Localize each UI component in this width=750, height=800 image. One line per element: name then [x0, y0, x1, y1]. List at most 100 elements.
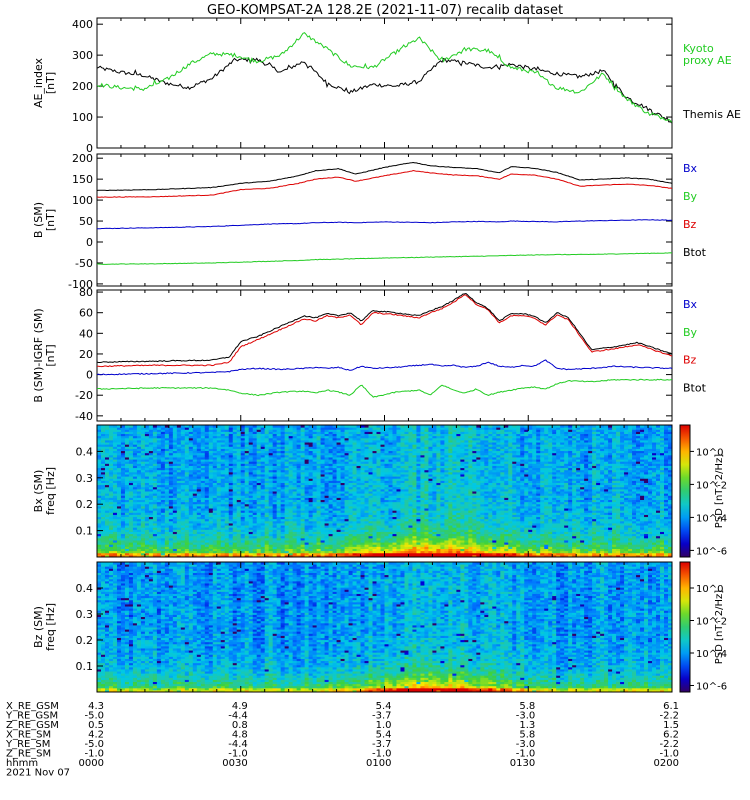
- spectrogram-cell: [148, 431, 154, 435]
- spectrogram-cell: [136, 463, 142, 466]
- spectrogram-cell: [172, 484, 178, 488]
- spectrogram-cell: [124, 433, 130, 437]
- spectrogram-cell: [100, 454, 106, 458]
- spectrogram-cell: [168, 439, 174, 443]
- spectrogram-cell: [116, 459, 122, 462]
- spectrogram-cell: [128, 552, 134, 556]
- spectrogram-cell: [164, 501, 170, 505]
- spectrogram-cell: [172, 435, 178, 439]
- spectrogram-cell: [192, 495, 198, 498]
- spectrogram-cell: [176, 510, 182, 513]
- spectrogram-cell: [188, 473, 194, 477]
- legend-entry: Bz: [683, 218, 697, 231]
- spectrogram-cell: [156, 525, 162, 528]
- spectrogram-cell: [168, 533, 174, 537]
- spectrogram-cell: [97, 539, 102, 543]
- spectrogram-cell: [132, 505, 138, 509]
- spectrogram-cell: [148, 439, 154, 443]
- spectrogram-cell: [116, 520, 122, 524]
- spectrogram-cell: [156, 433, 162, 437]
- spectrogram-cell: [144, 425, 150, 428]
- spectrogram-cell: [132, 450, 138, 454]
- spectrogram-cell: [164, 531, 170, 535]
- spectrogram-cell: [140, 512, 146, 515]
- spectrogram-cell: [136, 476, 142, 479]
- spectrogram-cell: [164, 542, 170, 545]
- spectrogram-cell: [188, 488, 194, 492]
- spectrogram-cell: [152, 537, 158, 541]
- spectrogram-cell: [188, 478, 194, 481]
- spectrogram-cell: [152, 508, 158, 511]
- spectrogram-cell: [136, 548, 142, 552]
- spectrogram-cell: [108, 454, 114, 458]
- spectrogram-cell: [144, 510, 150, 513]
- spectrogram-cell: [97, 503, 102, 507]
- spectrogram-cell: [188, 444, 194, 447]
- spectrogram-cell: [144, 491, 150, 494]
- spectrogram-cell: [144, 482, 150, 486]
- spectrogram-cell: [104, 501, 110, 505]
- spectrogram-cell: [148, 444, 154, 447]
- spectrogram-cell: [100, 461, 106, 464]
- spectrogram-cell: [100, 431, 106, 435]
- spectrogram-cell: [176, 465, 182, 469]
- spectrogram-cell: [156, 469, 162, 473]
- spectrogram-cell: [152, 542, 158, 545]
- spectrogram-cell: [148, 512, 154, 515]
- spectrogram-cell: [188, 446, 194, 449]
- spectrogram-cell: [128, 439, 134, 443]
- spectrogram-cell: [128, 488, 134, 492]
- spectrogram-cell: [144, 463, 150, 466]
- y-tick-label: 40: [79, 327, 93, 340]
- spectrogram-cell: [192, 439, 198, 443]
- spectrogram-cell: [144, 465, 150, 469]
- spectrogram-cell: [192, 525, 198, 528]
- spectrogram-cell: [192, 550, 198, 554]
- spectrogram-cell: [140, 548, 146, 552]
- spectrogram-cell: [180, 518, 186, 522]
- spectrogram-cell: [112, 531, 118, 535]
- spectrogram-cell: [184, 542, 190, 545]
- spectrogram-cell: [100, 456, 106, 460]
- series-bx: [97, 359, 672, 376]
- spectrogram-cell: [156, 442, 162, 445]
- spectrogram-cell: [192, 461, 198, 464]
- spectrogram-cell: [140, 542, 146, 545]
- spectrogram-cell: [128, 442, 134, 445]
- spectrogram-cell: [144, 448, 150, 452]
- spectrogram-cell: [97, 467, 102, 471]
- spectrogram-cell: [140, 493, 146, 496]
- spectrogram-cell: [180, 456, 186, 460]
- spectrogram-cell: [156, 522, 162, 526]
- spectrogram-cell: [112, 525, 118, 528]
- spectrogram-cell: [124, 548, 130, 552]
- spectrogram-cell: [140, 456, 146, 460]
- spectrogram-cell: [160, 550, 166, 554]
- spectrogram-cell: [156, 465, 162, 469]
- spectrogram-cell: [192, 454, 198, 458]
- spectrogram-cell: [144, 495, 150, 498]
- spectrogram-cell: [184, 442, 190, 445]
- spectrogram-cell: [164, 512, 170, 515]
- spectrogram-cell: [176, 508, 182, 511]
- spectrogram-cell: [120, 548, 126, 552]
- spectrogram-cell: [100, 442, 106, 445]
- spectrogram-cell: [120, 550, 126, 554]
- spectrogram-cell: [164, 537, 170, 541]
- spectrogram-cell: [124, 501, 130, 505]
- spectrogram-cell: [164, 518, 170, 522]
- spectrogram-cell: [160, 491, 166, 494]
- spectrogram-cell: [136, 486, 142, 490]
- spectrogram-cell: [164, 459, 170, 462]
- spectrogram-cell: [148, 552, 154, 556]
- spectrogram-cell: [172, 473, 178, 477]
- spectrogram-cell: [180, 482, 186, 486]
- spectrogram-cell: [188, 454, 194, 458]
- spectrogram-cell: [152, 486, 158, 490]
- spectrogram-cell: [104, 480, 110, 483]
- spectrogram-cell: [184, 518, 190, 522]
- y-axis-label: [nT]: [44, 209, 57, 231]
- spectrogram-cell: [184, 467, 190, 471]
- spectrogram-cell: [136, 427, 142, 430]
